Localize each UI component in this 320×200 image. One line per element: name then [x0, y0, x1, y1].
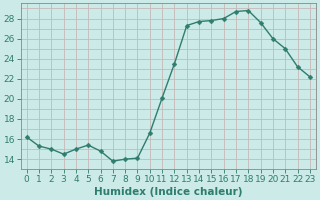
X-axis label: Humidex (Indice chaleur): Humidex (Indice chaleur) [94, 187, 243, 197]
